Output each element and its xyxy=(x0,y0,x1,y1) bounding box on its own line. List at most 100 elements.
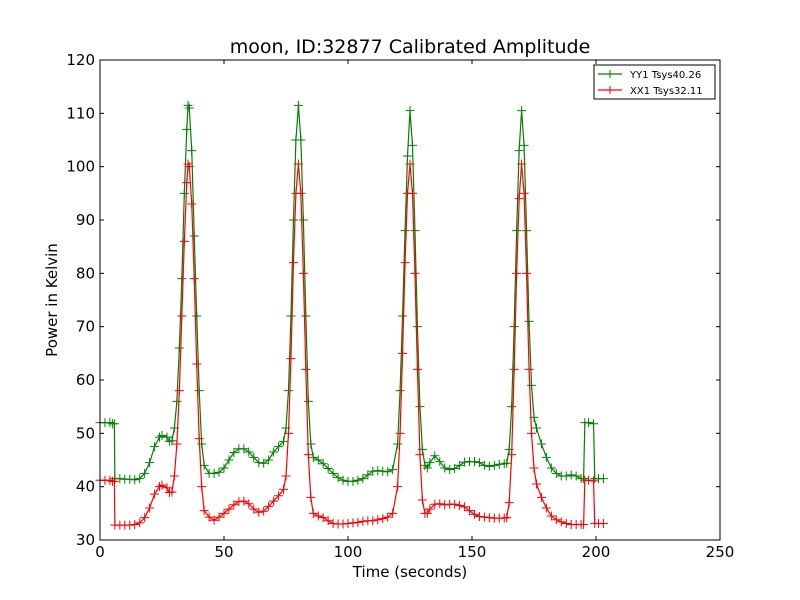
data-point-marker xyxy=(551,515,561,525)
data-point-marker xyxy=(415,402,425,412)
data-point-marker xyxy=(125,520,135,530)
data-point-marker xyxy=(474,458,484,468)
data-point-marker xyxy=(140,468,150,478)
data-point-marker xyxy=(412,322,422,332)
data-point-marker xyxy=(407,188,417,198)
data-point-marker xyxy=(264,501,274,511)
data-point-marker xyxy=(259,458,269,468)
data-point-marker xyxy=(410,226,420,236)
data-point-marker xyxy=(308,508,318,518)
data-point-marker xyxy=(579,474,589,484)
data-point-marker xyxy=(164,436,174,446)
data-point-marker xyxy=(519,140,529,150)
data-point-marker xyxy=(499,513,509,523)
data-point-marker xyxy=(571,471,581,481)
data-point-marker xyxy=(229,500,239,510)
data-point-marker xyxy=(318,513,328,523)
plot-area xyxy=(100,60,720,540)
data-point-marker xyxy=(293,159,303,169)
data-point-marker xyxy=(522,226,532,236)
x-axis-label: Time (seconds) xyxy=(352,563,468,581)
series-yy1 xyxy=(95,100,608,486)
data-point-marker xyxy=(504,498,514,508)
legend-swatch-marker xyxy=(606,70,614,78)
data-point-marker xyxy=(187,146,197,156)
data-point-marker xyxy=(561,471,571,481)
data-point-marker xyxy=(410,268,420,278)
data-point-marker xyxy=(514,194,524,204)
y-tick-label: 40 xyxy=(76,478,95,496)
series-xx1 xyxy=(95,159,608,530)
data-point-marker xyxy=(293,100,303,110)
x-tick-label: 200 xyxy=(582,543,611,561)
data-point-marker xyxy=(169,471,179,481)
y-tick-label: 30 xyxy=(76,531,95,549)
x-tick-label: 100 xyxy=(334,543,363,561)
data-point-marker xyxy=(323,464,333,474)
data-point-marker xyxy=(298,215,308,225)
data-point-marker xyxy=(174,343,184,353)
data-point-marker xyxy=(531,479,541,489)
legend-swatch-marker xyxy=(606,86,614,94)
data-point-marker xyxy=(328,518,338,528)
data-point-marker xyxy=(415,450,425,460)
data-point-marker xyxy=(393,482,403,492)
data-point-marker xyxy=(192,311,202,321)
data-point-marker xyxy=(348,476,358,486)
data-point-marker xyxy=(288,215,298,225)
data-point-marker xyxy=(584,418,594,428)
data-point-marker xyxy=(105,418,115,428)
data-point-marker xyxy=(182,178,192,188)
data-point-marker xyxy=(388,508,398,518)
data-point-marker xyxy=(358,474,368,484)
data-point-marker xyxy=(177,274,187,284)
data-point-marker xyxy=(296,188,306,198)
data-point-marker xyxy=(162,483,172,493)
data-point-marker xyxy=(192,359,202,369)
data-point-marker xyxy=(368,466,378,476)
data-point-marker xyxy=(417,495,427,505)
data-point-marker xyxy=(484,513,494,523)
data-point-marker xyxy=(598,474,608,484)
data-point-marker xyxy=(157,430,167,440)
data-point-marker xyxy=(306,492,316,502)
data-point-marker xyxy=(395,428,405,438)
data-point-marker xyxy=(373,466,383,476)
data-point-marker xyxy=(566,470,576,480)
data-point-marker xyxy=(135,474,145,484)
data-point-marker xyxy=(531,423,541,433)
data-point-marker xyxy=(388,465,398,475)
data-point-marker xyxy=(301,311,311,321)
data-point-marker xyxy=(524,364,534,374)
data-point-marker xyxy=(440,500,450,510)
data-point-marker xyxy=(455,460,465,470)
data-point-marker xyxy=(313,511,323,521)
data-point-marker xyxy=(172,396,182,406)
data-point-marker xyxy=(579,520,589,530)
data-point-marker xyxy=(395,386,405,396)
data-point-marker xyxy=(378,514,388,524)
data-point-marker xyxy=(333,473,343,483)
data-point-marker xyxy=(589,476,599,486)
data-point-marker xyxy=(214,512,224,522)
data-point-marker xyxy=(274,491,284,501)
data-point-marker xyxy=(514,146,524,156)
y-tick-label: 90 xyxy=(76,211,95,229)
data-point-marker xyxy=(527,380,537,390)
data-point-marker xyxy=(338,475,348,485)
data-point-marker xyxy=(589,419,599,429)
y-tick-label: 60 xyxy=(76,371,95,389)
data-point-marker xyxy=(517,159,527,169)
y-axis-label: Power in Kelvin xyxy=(43,243,61,357)
data-point-marker xyxy=(353,475,363,485)
data-point-marker xyxy=(197,482,207,492)
data-point-marker xyxy=(303,450,313,460)
data-point-marker xyxy=(494,459,504,469)
data-point-marker xyxy=(286,311,296,321)
data-point-marker xyxy=(422,463,432,473)
data-point-marker xyxy=(296,135,306,145)
data-point-marker xyxy=(499,459,509,469)
legend: YY1 Tsys40.26 XX1 Tsys32.11 xyxy=(593,64,716,100)
data-point-marker xyxy=(249,504,259,514)
